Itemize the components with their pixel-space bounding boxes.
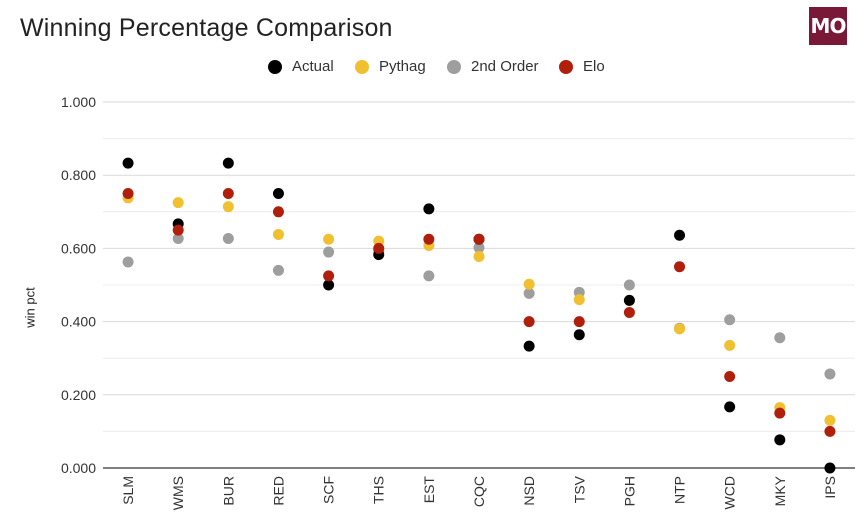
- data-point-2nd-order: [824, 368, 836, 380]
- data-point-pythag: [674, 323, 686, 335]
- legend-label-pythag: Pythag: [379, 58, 426, 75]
- data-point-elo: [724, 371, 736, 382]
- x-tick-label: THS: [371, 476, 387, 504]
- data-point-actual: [824, 462, 836, 474]
- data-point-pythag: [323, 233, 335, 245]
- brand-logo: MO: [809, 7, 847, 45]
- data-point-actual: [272, 188, 284, 199]
- data-point-actual: [323, 279, 335, 291]
- x-tick-label: PGH: [621, 476, 637, 506]
- x-tick-label: NTP: [672, 476, 688, 504]
- y-tick-label: 0.600: [61, 240, 96, 256]
- data-point-elo: [423, 233, 435, 245]
- legend-marker-elo: [559, 59, 573, 74]
- legend-item-pythag[interactable]: Pythag: [355, 58, 426, 75]
- data-point-actual: [674, 229, 686, 241]
- data-point-pythag: [523, 278, 535, 290]
- data-point-elo: [623, 306, 635, 318]
- legend-label-2nd-order: 2nd Order: [471, 58, 539, 75]
- legend-label-actual: Actual: [292, 58, 334, 75]
- data-point-elo: [122, 188, 134, 199]
- legend-item-elo[interactable]: Elo: [559, 58, 605, 75]
- data-point-actual: [122, 157, 134, 169]
- data-point-elo: [323, 270, 335, 282]
- data-point-pythag: [272, 228, 284, 240]
- data-point-2nd-order: [523, 287, 535, 299]
- x-tick-label: NSD: [521, 476, 537, 506]
- data-point-elo: [373, 242, 385, 254]
- x-tick-label: TSV: [571, 475, 587, 503]
- legend-item-2nd-order[interactable]: 2nd Order: [447, 58, 539, 75]
- data-point-2nd-order: [724, 314, 736, 326]
- data-point-actual: [222, 157, 234, 169]
- data-point-pythag: [222, 201, 234, 213]
- data-point-actual: [774, 434, 786, 446]
- data-point-actual: [523, 340, 535, 352]
- data-point-actual: [573, 329, 585, 341]
- y-tick-label: 1.000: [61, 94, 96, 110]
- data-point-pythag: [573, 294, 585, 306]
- data-point-2nd-order: [623, 279, 635, 291]
- legend-marker-2nd-order: [447, 59, 461, 74]
- x-tick-label: CQC: [471, 476, 487, 507]
- data-point-elo: [222, 188, 234, 199]
- legend: Actual Pythag 2nd Order Elo: [0, 58, 867, 80]
- legend-marker-actual: [268, 59, 282, 74]
- data-point-elo: [824, 425, 836, 437]
- data-point-2nd-order: [473, 242, 485, 254]
- data-point-elo: [272, 206, 284, 218]
- data-point-pythag: [473, 250, 485, 262]
- x-tick-label: WMS: [170, 476, 186, 510]
- data-point-pythag: [172, 197, 184, 209]
- x-tick-label: EST: [421, 476, 437, 504]
- data-point-actual: [623, 294, 635, 306]
- data-point-2nd-order: [172, 233, 184, 245]
- data-point-2nd-order: [222, 233, 234, 245]
- data-point-2nd-order: [272, 264, 284, 276]
- data-point-pythag: [724, 339, 736, 351]
- x-tick-label: WCD: [722, 476, 738, 509]
- legend-label-elo: Elo: [583, 58, 605, 75]
- data-point-elo: [774, 407, 786, 419]
- x-tick-label: BUR: [220, 476, 236, 506]
- chart-title: Winning Percentage Comparison: [20, 14, 393, 42]
- data-point-elo: [523, 316, 535, 328]
- data-point-actual: [724, 401, 736, 413]
- x-tick-label: MKY: [772, 475, 788, 506]
- y-tick-label: 0.400: [61, 314, 96, 330]
- legend-marker-pythag: [355, 59, 369, 74]
- x-tick-label: SCF: [321, 476, 337, 504]
- data-point-elo: [172, 224, 184, 236]
- y-tick-label: 0.200: [61, 387, 96, 403]
- data-point-2nd-order: [423, 270, 435, 282]
- data-point-2nd-order: [122, 256, 134, 268]
- y-tick-label: 0.000: [61, 460, 96, 476]
- x-tick-label: SLM: [120, 476, 136, 505]
- x-tick-label: RED: [270, 476, 286, 506]
- data-point-actual: [423, 203, 435, 215]
- y-tick-label: 0.800: [61, 167, 96, 183]
- data-point-elo: [674, 261, 686, 273]
- data-point-pythag: [824, 414, 836, 426]
- legend-item-actual[interactable]: Actual: [268, 58, 334, 75]
- data-point-2nd-order: [774, 332, 786, 344]
- data-point-elo: [573, 316, 585, 328]
- data-point-elo: [473, 233, 485, 245]
- x-tick-label: IPS: [822, 476, 838, 499]
- data-point-2nd-order: [323, 246, 335, 258]
